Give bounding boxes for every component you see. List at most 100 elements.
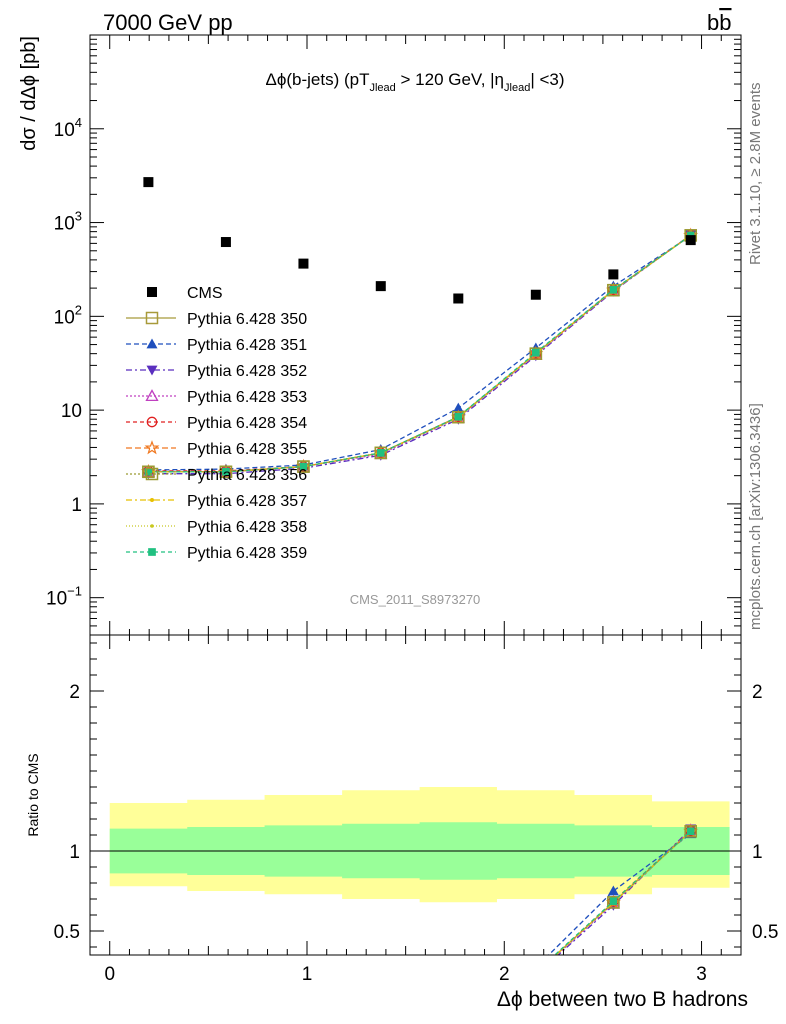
ratio-5-point-5: [530, 967, 542, 978]
ratio-tick-label-right-2: 2: [752, 682, 763, 703]
series-9-point-4: [454, 412, 463, 421]
y-tick-label-5: 10−1: [46, 584, 82, 610]
ratio-1-point-6: [607, 885, 619, 896]
ratio-frame: [89, 634, 742, 956]
legend-label-1: Pythia 6.428 351: [187, 337, 307, 354]
header-final-state-label: bb: [707, 10, 732, 35]
series-9-point-5: [531, 348, 540, 357]
data-point-6: [608, 269, 619, 280]
data-point-7: [685, 235, 696, 246]
ratio-1-point-4: [453, 995, 464, 1005]
legend-item-9: Pythia 6.428 359: [126, 545, 307, 562]
ratio-0-point-2: [298, 1004, 309, 1015]
ratio-4-point-3: [376, 1004, 385, 1013]
ratio-9-point-6: [609, 897, 618, 906]
ratio-6-point-4: [453, 997, 464, 1008]
legend: CMS Pythia 6.428 350 Pythia 6.428 351 Pythi…: [126, 285, 307, 562]
legend-label-5: Pythia 6.428 355: [187, 441, 307, 458]
series-6-point-4: [452, 410, 465, 424]
ratio-9-point-7: [686, 827, 695, 836]
ratio-7-point-4: [454, 1000, 463, 1004]
legend-item-1: Pythia 6.428 351: [126, 337, 307, 354]
ratio-9-point-2: [300, 1006, 308, 1014]
ratio-6-point-0: [143, 1005, 154, 1016]
ratio-8-point-3: [379, 1007, 383, 1011]
legend-label-3: Pythia 6.428 353: [187, 389, 307, 406]
ratio-plot-marks: [90, 787, 741, 1016]
ratio-6-point-6: [607, 896, 620, 909]
legend-label-8: Pythia 6.428 358: [187, 519, 307, 536]
ratio-9-point-4: [454, 998, 462, 1006]
ratio-4-point-1: [221, 1006, 230, 1015]
ratio-tick-label-left-0: 0.5: [54, 922, 80, 943]
ratio-3-point-3: [375, 1003, 386, 1013]
ratio-8-point-2: [302, 1008, 306, 1012]
legend-item-2: Pythia 6.428 352: [126, 363, 307, 380]
ratio-4-point-5: [531, 969, 540, 978]
legend-item-3: Pythia 6.428 353: [126, 389, 307, 406]
ratio-6-point-3: [375, 1003, 386, 1014]
ratio-3-point-0: [143, 1005, 154, 1015]
data-point-5: [530, 289, 541, 300]
ratio-line-2: [557, 828, 692, 955]
header-process-label: 7000 GeV pp: [103, 10, 233, 35]
series-line-9: [148, 234, 692, 473]
ratio-y-axis-label: Ratio to CMS: [25, 753, 41, 836]
ratio-9-point-0: [145, 1007, 153, 1015]
ratio-6-point-2: [298, 1004, 309, 1015]
series-6-point-3: [374, 446, 388, 460]
legend-label-6: Pythia 6.428 356: [187, 467, 307, 484]
legend-marker-5: [144, 440, 160, 455]
ratio-2-point-3: [375, 1004, 386, 1014]
y-tick-label-1: 103: [54, 209, 82, 235]
ratio-7-point-5: [531, 971, 540, 975]
ratio-3-point-2: [298, 1004, 309, 1014]
legend-marker-7: [147, 498, 157, 502]
series-line-1: [148, 235, 692, 471]
ratio-1-point-1: [220, 1005, 231, 1015]
ratio-5-point-2: [298, 1004, 310, 1015]
analysis-watermark: CMS_2011_S8973270: [350, 592, 481, 607]
ratio-tick-label-right-0: 0.5: [752, 922, 778, 943]
series-6-point-6: [607, 283, 620, 297]
y-tick-label-3: 10: [61, 401, 82, 422]
x-tick-label-3: 3: [696, 964, 707, 985]
series-9-point-3: [376, 449, 385, 457]
ratio-9-point-5: [532, 969, 540, 977]
data-point-3: [375, 281, 386, 292]
plot-title: Δϕ(b-jets) (pTJlead > 120 GeV, |ηJlead| …: [265, 70, 564, 94]
ratio-0-point-1: [220, 1005, 231, 1016]
ratio-3-point-1: [220, 1005, 231, 1015]
data-point-4: [453, 293, 464, 304]
ratio-1-point-5: [530, 962, 541, 972]
series-1-point-4: [452, 402, 464, 413]
ratio-2-point-5: [530, 971, 541, 981]
legend-data-label: CMS: [187, 285, 223, 302]
ratio-3-point-4: [453, 997, 464, 1007]
series-9-point-1: [222, 467, 230, 476]
ratio-tick-label-left-1: 1: [69, 842, 80, 863]
legend-item-0: Pythia 6.428 350: [126, 311, 307, 328]
ratio-6-point-5: [530, 968, 541, 979]
legend-label-0: Pythia 6.428 350: [187, 311, 307, 328]
ratio-2-point-2: [298, 1006, 309, 1016]
legend-marker-9: [148, 548, 156, 556]
ratio-tick-label-right-1: 1: [752, 842, 763, 863]
legend-data-marker: [147, 287, 157, 297]
ratio-7-point-3: [376, 1006, 385, 1010]
data-point-1: [220, 237, 231, 248]
data-point-2: [298, 258, 309, 269]
ratio-0-point-5: [530, 968, 541, 979]
ratio-0-point-4: [453, 997, 464, 1008]
header-b: b: [707, 10, 719, 35]
legend-marker-1: [146, 338, 158, 349]
legend-marker-4: [146, 416, 158, 428]
header-bbar: b: [719, 10, 731, 35]
main-plot-marks: [140, 177, 699, 480]
ratio-8-point-5: [534, 972, 538, 976]
data-point-0: [143, 177, 154, 188]
legend-marker-3: [145, 389, 159, 402]
